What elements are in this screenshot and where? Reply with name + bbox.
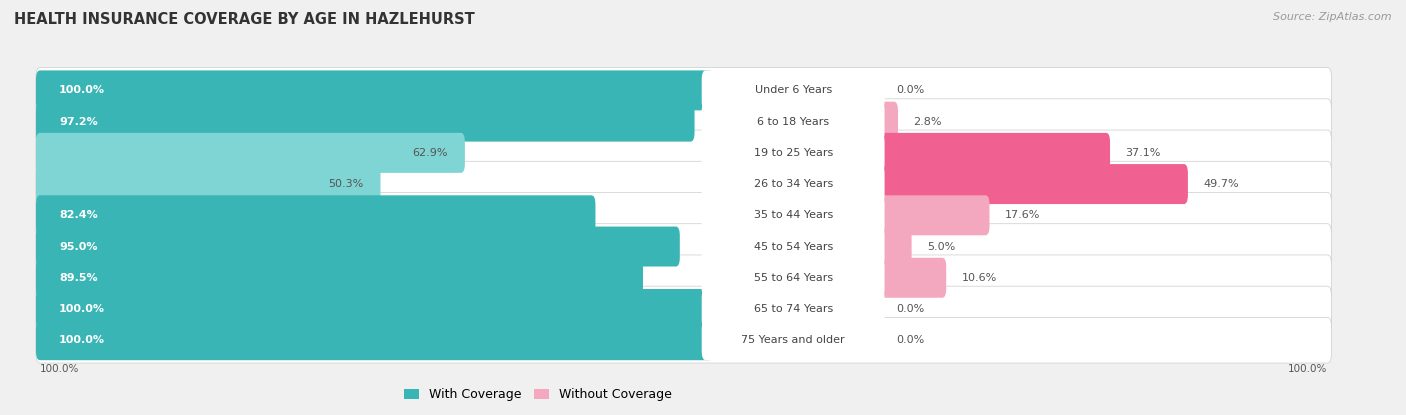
Text: 0.0%: 0.0% (896, 335, 924, 345)
Text: 100.0%: 100.0% (59, 304, 105, 314)
Text: HEALTH INSURANCE COVERAGE BY AGE IN HAZLEHURST: HEALTH INSURANCE COVERAGE BY AGE IN HAZL… (14, 12, 475, 27)
Text: 0.0%: 0.0% (896, 304, 924, 314)
Text: 6 to 18 Years: 6 to 18 Years (756, 117, 830, 127)
FancyBboxPatch shape (37, 224, 1331, 269)
FancyBboxPatch shape (873, 133, 1109, 173)
FancyBboxPatch shape (37, 71, 713, 110)
Text: 100.0%: 100.0% (39, 364, 79, 374)
Text: Source: ZipAtlas.com: Source: ZipAtlas.com (1274, 12, 1392, 22)
Text: 5.0%: 5.0% (927, 242, 955, 251)
FancyBboxPatch shape (37, 195, 596, 235)
Text: 62.9%: 62.9% (412, 148, 449, 158)
Text: 19 to 25 Years: 19 to 25 Years (754, 148, 832, 158)
Text: 37.1%: 37.1% (1125, 148, 1161, 158)
Text: 89.5%: 89.5% (59, 273, 98, 283)
Text: 82.4%: 82.4% (59, 210, 98, 220)
FancyBboxPatch shape (37, 193, 1331, 238)
FancyBboxPatch shape (702, 102, 884, 142)
Text: 35 to 44 Years: 35 to 44 Years (754, 210, 832, 220)
FancyBboxPatch shape (37, 164, 381, 204)
Legend: With Coverage, Without Coverage: With Coverage, Without Coverage (399, 383, 676, 406)
FancyBboxPatch shape (37, 289, 713, 329)
FancyBboxPatch shape (702, 320, 884, 360)
FancyBboxPatch shape (37, 286, 1331, 332)
Text: 75 Years and older: 75 Years and older (741, 335, 845, 345)
FancyBboxPatch shape (702, 258, 884, 298)
FancyBboxPatch shape (702, 71, 884, 110)
FancyBboxPatch shape (37, 161, 1331, 207)
FancyBboxPatch shape (702, 164, 884, 204)
FancyBboxPatch shape (873, 258, 946, 298)
FancyBboxPatch shape (702, 133, 884, 173)
Text: 100.0%: 100.0% (1288, 364, 1327, 374)
FancyBboxPatch shape (873, 195, 990, 235)
Text: 50.3%: 50.3% (329, 179, 364, 189)
Text: 49.7%: 49.7% (1204, 179, 1239, 189)
FancyBboxPatch shape (37, 68, 1331, 113)
FancyBboxPatch shape (37, 320, 713, 360)
FancyBboxPatch shape (702, 227, 884, 266)
Text: Under 6 Years: Under 6 Years (755, 85, 832, 95)
Text: 95.0%: 95.0% (59, 242, 97, 251)
FancyBboxPatch shape (37, 133, 465, 173)
Text: 17.6%: 17.6% (1005, 210, 1040, 220)
Text: 97.2%: 97.2% (59, 117, 98, 127)
FancyBboxPatch shape (873, 227, 911, 266)
Text: 100.0%: 100.0% (59, 85, 105, 95)
Text: 65 to 74 Years: 65 to 74 Years (754, 304, 832, 314)
FancyBboxPatch shape (37, 227, 681, 266)
Text: 55 to 64 Years: 55 to 64 Years (754, 273, 832, 283)
FancyBboxPatch shape (702, 289, 884, 329)
Text: 45 to 54 Years: 45 to 54 Years (754, 242, 832, 251)
Text: 10.6%: 10.6% (962, 273, 997, 283)
FancyBboxPatch shape (37, 258, 643, 298)
Text: 0.0%: 0.0% (896, 85, 924, 95)
Text: 26 to 34 Years: 26 to 34 Years (754, 179, 832, 189)
FancyBboxPatch shape (873, 102, 898, 142)
FancyBboxPatch shape (37, 130, 1331, 176)
Text: 100.0%: 100.0% (59, 335, 105, 345)
Text: 2.8%: 2.8% (914, 117, 942, 127)
FancyBboxPatch shape (37, 255, 1331, 300)
FancyBboxPatch shape (702, 195, 884, 235)
FancyBboxPatch shape (37, 99, 1331, 144)
FancyBboxPatch shape (37, 102, 695, 142)
FancyBboxPatch shape (37, 317, 1331, 363)
FancyBboxPatch shape (873, 164, 1188, 204)
